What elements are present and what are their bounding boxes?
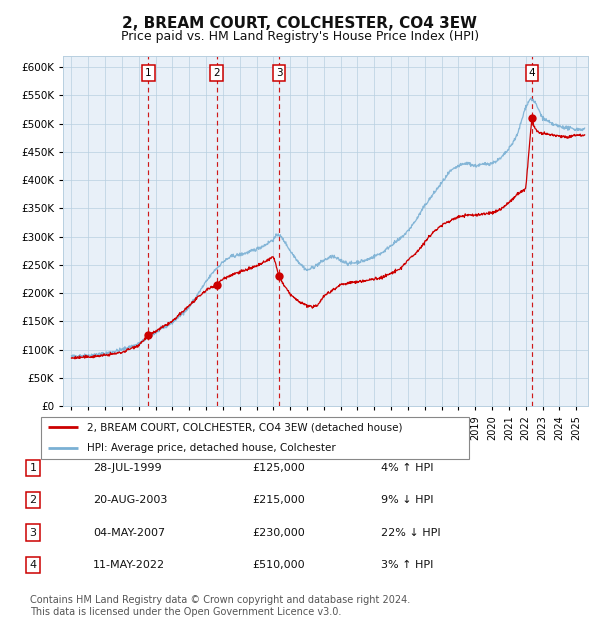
Text: 2, BREAM COURT, COLCHESTER, CO4 3EW: 2, BREAM COURT, COLCHESTER, CO4 3EW (122, 16, 478, 30)
Text: 3: 3 (29, 528, 37, 538)
Text: 2: 2 (29, 495, 37, 505)
Text: 20-AUG-2003: 20-AUG-2003 (93, 495, 167, 505)
Text: 4: 4 (29, 560, 37, 570)
Text: 2: 2 (214, 68, 220, 78)
Text: £125,000: £125,000 (252, 463, 305, 473)
Text: Contains HM Land Registry data © Crown copyright and database right 2024.
This d: Contains HM Land Registry data © Crown c… (30, 595, 410, 617)
Text: 11-MAY-2022: 11-MAY-2022 (93, 560, 165, 570)
Text: 4% ↑ HPI: 4% ↑ HPI (381, 463, 433, 473)
FancyBboxPatch shape (41, 417, 469, 459)
Text: 22% ↓ HPI: 22% ↓ HPI (381, 528, 440, 538)
Text: 3% ↑ HPI: 3% ↑ HPI (381, 560, 433, 570)
Text: £230,000: £230,000 (252, 528, 305, 538)
Text: Price paid vs. HM Land Registry's House Price Index (HPI): Price paid vs. HM Land Registry's House … (121, 30, 479, 43)
Text: 04-MAY-2007: 04-MAY-2007 (93, 528, 165, 538)
Text: 3: 3 (276, 68, 283, 78)
Text: 9% ↓ HPI: 9% ↓ HPI (381, 495, 433, 505)
Text: 28-JUL-1999: 28-JUL-1999 (93, 463, 161, 473)
Text: 2, BREAM COURT, COLCHESTER, CO4 3EW (detached house): 2, BREAM COURT, COLCHESTER, CO4 3EW (det… (86, 422, 402, 433)
Text: £215,000: £215,000 (252, 495, 305, 505)
Text: 1: 1 (145, 68, 152, 78)
Text: HPI: Average price, detached house, Colchester: HPI: Average price, detached house, Colc… (86, 443, 335, 453)
Text: 1: 1 (29, 463, 37, 473)
Text: £510,000: £510,000 (252, 560, 305, 570)
Text: 4: 4 (529, 68, 535, 78)
